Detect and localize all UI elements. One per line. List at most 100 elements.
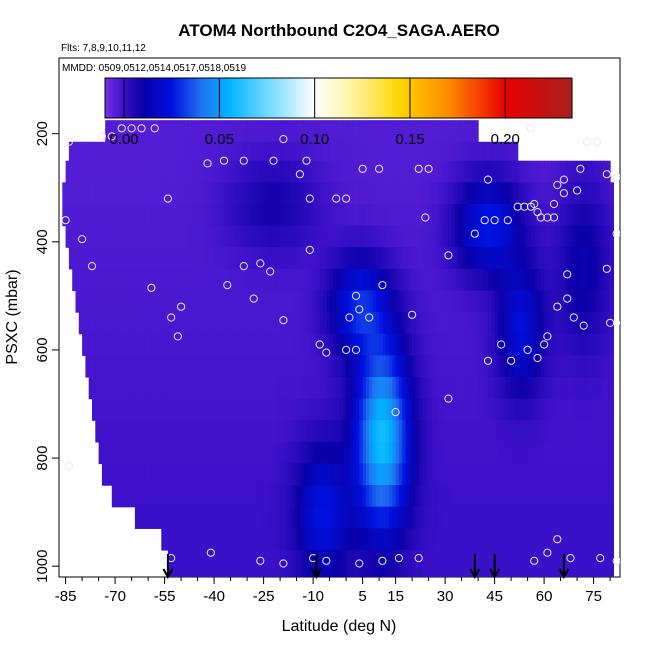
heatmap-cell [356,141,360,162]
observation-point [559,189,569,198]
heatmap-cell [402,290,407,313]
heatmap-cell [131,247,136,270]
heatmap-cell [148,203,152,227]
heatmap-cell [306,463,311,486]
heatmap-cell [603,333,608,356]
heatmap-cell [352,549,357,577]
observation-point [536,213,545,222]
heatmap-cell [455,160,459,183]
heatmap-cell [197,376,202,400]
heatmap-cell [514,182,519,205]
heatmap-cell [134,160,139,183]
heatmap-cell [240,268,245,292]
heatmap-cell [445,225,449,248]
heatmap-cell [134,182,139,205]
heatmap-cell [323,355,327,378]
heatmap-cell [573,312,578,335]
heatmap-cell [115,376,119,400]
heatmap-cell [580,268,585,292]
heatmap-cell [491,160,496,183]
heatmap-cell [144,203,149,227]
heatmap-cell [554,160,558,183]
heatmap-cell [603,506,608,529]
heatmap-cell [425,528,430,551]
heatmap-cell [596,225,601,248]
heatmap-cell [491,247,496,270]
heatmap-cell [299,398,304,421]
heatmap-cell [138,141,143,162]
heatmap-cell [382,225,387,248]
heatmap-cell [88,312,93,335]
heatmap-cell [191,268,195,292]
heatmap-cell [359,333,364,356]
heatmap-cell [121,160,126,183]
heatmap-cell [233,120,238,143]
heatmap-cell [299,549,304,577]
heatmap-cell [290,528,294,551]
heatmap-cell [369,182,374,205]
observation-point [163,194,172,203]
heatmap-cell [260,463,265,486]
heatmap-cell [323,398,327,421]
heatmap-cell [181,376,185,400]
heatmap-cell [98,376,103,400]
heatmap-cell [580,463,585,486]
heatmap-cell [398,420,403,443]
heatmap-cell [441,420,446,443]
heatmap-cell [346,141,350,162]
heatmap-cell [560,485,565,508]
heatmap-cell [488,290,492,313]
heatmap-cell [352,268,357,292]
heatmap-cell [596,333,601,356]
heatmap-cell [511,485,515,508]
heatmap-cell [521,355,525,378]
heatmap-cell [573,398,578,421]
heatmap-cell [144,182,149,205]
heatmap-cell [240,441,245,465]
heatmap-cell [385,203,390,227]
heatmap-cell [230,120,235,143]
heatmap-cell [524,549,529,577]
heatmap-cell [534,290,539,313]
heatmap-cell [461,398,466,421]
heatmap-cell [537,549,542,577]
heatmap-cell [276,268,281,292]
heatmap-cell [316,376,321,400]
heatmap-cell [65,203,70,227]
heatmap-cell [171,506,176,529]
heatmap-cell [573,528,578,551]
heatmap-cell [392,182,397,205]
observation-point [563,270,572,279]
heatmap-cell [392,203,397,227]
heatmap-cell [230,549,235,577]
heatmap-cell [356,333,360,356]
heatmap-cell [299,355,304,378]
heatmap-cell [293,333,298,356]
heatmap-cell [332,225,337,248]
heatmap-cell [230,485,235,508]
heatmap-cell [154,463,159,486]
heatmap-cell [379,333,383,356]
heatmap-cell [263,355,268,378]
heatmap-cell [98,268,103,292]
heatmap-cell [144,268,149,292]
heatmap-cell [560,398,565,421]
heatmap-cell [590,333,595,356]
heatmap-cell [224,247,228,270]
heatmap-cell [134,225,139,248]
heatmap-cell [303,528,308,551]
heatmap-cell [501,182,506,205]
heatmap-cell [309,549,314,577]
heatmap-cell [402,247,407,270]
heatmap-cell [134,268,139,292]
heatmap-cell [62,182,67,205]
heatmap-cell [233,333,238,356]
heatmap-cell [154,485,159,508]
heatmap-cell [385,398,390,421]
heatmap-cell [237,355,242,378]
heatmap-cell [342,141,347,162]
heatmap-cell [243,420,248,443]
heatmap-cell [214,441,218,465]
heatmap-cell [92,268,96,292]
